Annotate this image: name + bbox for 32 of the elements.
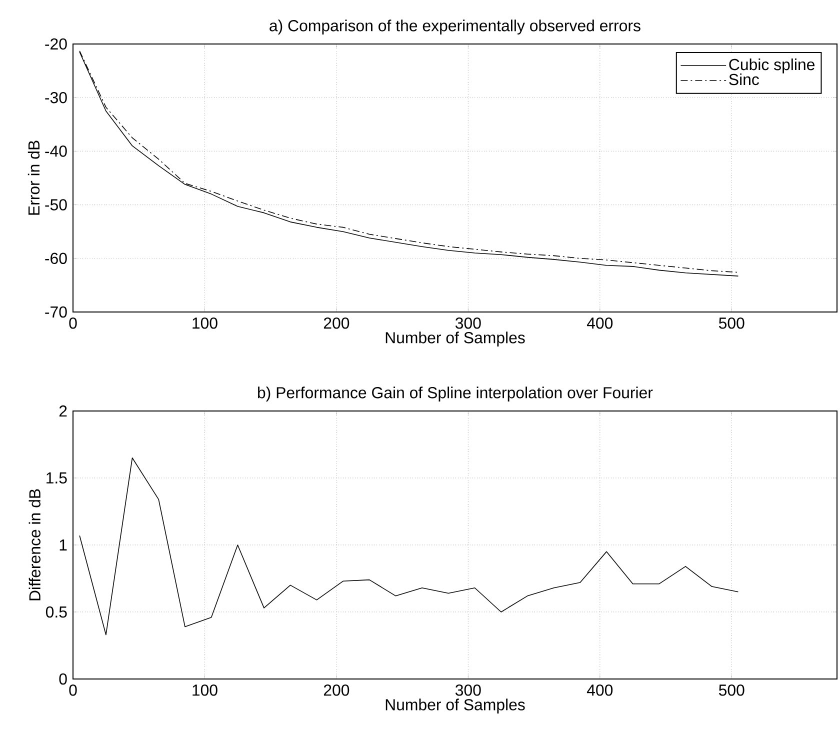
x-tick-label: 200 bbox=[324, 318, 350, 329]
x-tick-label: 100 bbox=[192, 318, 218, 329]
x-tick-label: 400 bbox=[586, 318, 613, 329]
y-tick-label: -20 bbox=[45, 38, 67, 50]
y-tick-label: 2 bbox=[59, 405, 67, 417]
chart-title: b) Performance Gain of Spline interpolation over Fourier bbox=[258, 386, 653, 402]
x-tick-label: 0 bbox=[69, 684, 77, 696]
x-tick-label: 500 bbox=[718, 684, 744, 696]
y-tick-label: -40 bbox=[45, 146, 67, 157]
x-tick-label: 100 bbox=[192, 684, 218, 696]
legend-label: Sinc bbox=[729, 73, 759, 86]
x-tick-label: 300 bbox=[455, 684, 481, 696]
y-tick-label: 0 bbox=[59, 673, 67, 685]
y-tick-label: 1.5 bbox=[46, 472, 67, 484]
chart-title: a) Comparison of the experimentally observed errors bbox=[270, 20, 640, 34]
y-tick-label: 0.5 bbox=[46, 606, 67, 618]
x-tick-label: 200 bbox=[324, 684, 350, 696]
legend-label: Cubic spline bbox=[729, 58, 815, 74]
y-axis-title: Error in dB bbox=[28, 140, 40, 215]
y-axis-title: Difference in dB bbox=[28, 489, 40, 600]
y-tick-label: -60 bbox=[45, 252, 67, 264]
x-axis-title: Number of Samples bbox=[386, 698, 525, 714]
y-tick-label: -50 bbox=[45, 199, 67, 210]
x-tick-label: 400 bbox=[586, 684, 613, 696]
x-tick-label: 300 bbox=[455, 318, 481, 329]
y-tick-label: -30 bbox=[45, 92, 67, 104]
y-tick-label: 1 bbox=[60, 540, 67, 550]
x-axis-title: Number of Samples bbox=[386, 332, 525, 346]
x-tick-label: 500 bbox=[718, 318, 744, 329]
line-series bbox=[79, 457, 739, 636]
x-tick-label: 0 bbox=[69, 318, 77, 329]
y-tick-label: -70 bbox=[45, 306, 67, 318]
